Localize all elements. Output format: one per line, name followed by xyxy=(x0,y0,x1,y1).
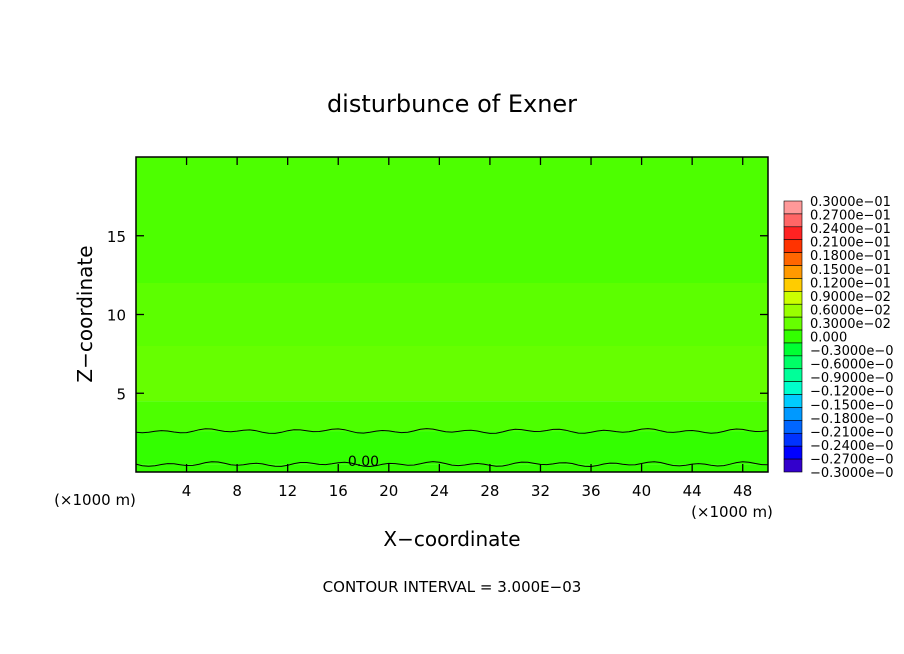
colorbar-swatch xyxy=(783,407,803,421)
contour-lines: 0.00 xyxy=(135,428,769,470)
colorbar-label: −0.2400e−0 xyxy=(810,439,894,454)
colorbar-swatch xyxy=(783,252,803,266)
contour-line-1 xyxy=(135,428,769,434)
x-ticks: 4 8 12 16 20 24 28 32 36 40 44 48 xyxy=(182,157,752,500)
colorbar-label: 0.2700e−01 xyxy=(810,209,891,224)
colorbar-swatch xyxy=(783,316,803,331)
x-tick-label: 20 xyxy=(379,482,398,500)
colorbar-swatch xyxy=(783,329,803,344)
field-band-1 xyxy=(136,431,768,465)
colorbar-swatch xyxy=(783,355,803,370)
colorbar-swatch xyxy=(783,394,803,408)
colorbar-swatch xyxy=(783,342,803,357)
colorbar-label: 0.2100e−01 xyxy=(810,236,891,251)
colorbar-swatch xyxy=(783,458,803,473)
x-tick-label: 8 xyxy=(232,482,242,500)
colorbar-swatch xyxy=(783,445,803,460)
plot-area xyxy=(136,157,768,472)
y-tick-label: 15 xyxy=(107,228,126,246)
colorbar-label: 0.1200e−01 xyxy=(810,276,891,291)
colorbar-label: −0.1500e−0 xyxy=(810,398,894,413)
y-ticks: 5 10 15 xyxy=(107,228,768,403)
colorbar-label: 0.6000e−02 xyxy=(810,303,891,318)
x-axis-label: X−coordinate xyxy=(383,527,520,551)
colorbar-label: 0.1800e−01 xyxy=(810,249,891,264)
colorbar-label: −0.2700e−0 xyxy=(810,452,894,467)
chart-title: disturbunce of Exner xyxy=(327,90,577,118)
colorbar-label: −0.9000e−0 xyxy=(810,371,894,386)
contour-label: 0.00 xyxy=(348,454,379,470)
colorbar-swatch xyxy=(783,291,803,305)
colorbar-label: −0.6000e−0 xyxy=(810,358,894,373)
colorbar-swatch xyxy=(783,239,803,253)
colorbar-swatch xyxy=(783,278,803,292)
x-unit-label: (×1000 m) xyxy=(691,503,773,521)
colorbar-label: 0.1500e−01 xyxy=(810,263,891,278)
x-tick-label: 12 xyxy=(278,482,297,500)
field-band-5 xyxy=(136,157,768,283)
colorbar: 0.3000e−010.2700e−010.2400e−010.2100e−01… xyxy=(783,195,894,481)
field-band-2 xyxy=(136,401,768,432)
colorbar-swatch xyxy=(783,226,803,241)
x-tick-label: 36 xyxy=(581,482,600,500)
colorbar-swatch xyxy=(783,200,803,215)
colorbar-label: −0.3000e−0 xyxy=(810,344,894,359)
field-band-4 xyxy=(136,283,768,346)
contour-interval-text: CONTOUR INTERVAL = 3.000E−03 xyxy=(323,578,582,596)
colorbar-label: −0.3000e−0 xyxy=(810,466,894,481)
x-tick-label: 28 xyxy=(480,482,499,500)
colorbar-swatch xyxy=(783,381,803,395)
colorbar-swatch xyxy=(783,213,803,228)
colorbar-label: 0.9000e−02 xyxy=(810,290,891,305)
x-tick-label: 16 xyxy=(329,482,348,500)
colorbar-label: 0.3000e−01 xyxy=(810,195,891,210)
x-tick-label: 48 xyxy=(733,482,752,500)
field-band-3 xyxy=(136,346,768,402)
colorbar-swatch xyxy=(783,420,803,434)
colorbar-label: 0.2400e−01 xyxy=(810,222,891,237)
x-tick-label: 4 xyxy=(182,482,192,500)
colorbar-swatch xyxy=(783,432,803,447)
colorbar-label: 0.000 xyxy=(810,331,847,346)
contour-line-0 xyxy=(135,461,769,468)
colorbar-label: −0.1800e−0 xyxy=(810,412,894,427)
colorbar-swatch xyxy=(783,265,803,279)
colorbar-swatch xyxy=(783,368,803,382)
y-tick-label: 5 xyxy=(116,385,126,403)
y-tick-label: 10 xyxy=(107,307,126,325)
colorbar-label: 0.3000e−02 xyxy=(810,317,891,332)
y-axis-label: Z−coordinate xyxy=(73,245,97,382)
x-tick-label: 44 xyxy=(683,482,702,500)
x-tick-label: 32 xyxy=(531,482,550,500)
x-tick-label: 40 xyxy=(632,482,651,500)
colorbar-label: −0.1200e−0 xyxy=(810,385,894,400)
colorbar-label: −0.2100e−0 xyxy=(810,425,894,440)
colorbar-swatch xyxy=(783,303,803,318)
field-band-0 xyxy=(136,464,768,472)
x-tick-label: 24 xyxy=(430,482,449,500)
y-unit-label: (×1000 m) xyxy=(54,491,136,509)
